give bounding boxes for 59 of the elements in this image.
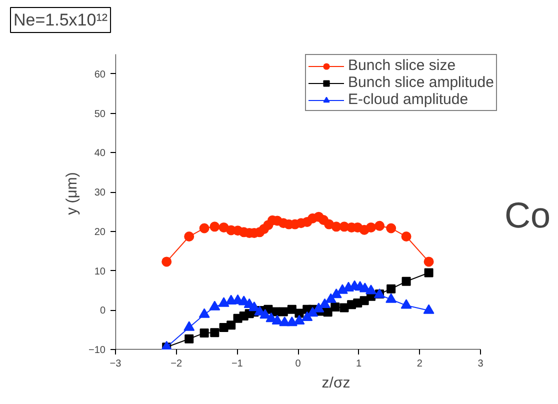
point (424, 256, 434, 267)
point (386, 223, 396, 234)
point (294, 314, 305, 325)
y-tick-label: 60 (94, 69, 106, 80)
point (272, 314, 283, 325)
point (374, 220, 385, 231)
y-axis-title: y (μm) (64, 172, 81, 215)
legend-label: E-cloud amplitude (348, 91, 468, 108)
point (366, 284, 376, 294)
y-tick-label: 40 (94, 148, 106, 160)
point (386, 284, 396, 294)
point (366, 222, 376, 232)
x-tick-label: 1 (356, 358, 362, 370)
point (330, 302, 340, 312)
point (319, 298, 330, 308)
x-tick-label: −1 (231, 358, 244, 370)
point (401, 232, 412, 242)
point (402, 276, 411, 286)
point (260, 308, 271, 319)
x-tick-label: 3 (478, 358, 484, 370)
text: Co (504, 194, 551, 236)
x-tick-label: 0 (295, 358, 302, 370)
y-tick-label: −10 (88, 345, 106, 356)
point (210, 222, 220, 232)
x-tick-label: 2 (416, 358, 423, 370)
point (199, 223, 210, 234)
x-tick-label: −2 (170, 358, 182, 370)
x-axis-title: z/σz (322, 374, 350, 392)
x-tick-label: −3 (110, 358, 122, 370)
y-tick-label: 50 (94, 108, 106, 120)
point (218, 297, 230, 307)
point (423, 304, 434, 314)
y-tick-label: 10 (94, 266, 106, 278)
point (386, 293, 397, 303)
point (286, 316, 298, 326)
point (184, 334, 194, 344)
legend-label: Bunch slice amplitude (348, 74, 494, 91)
legend-label: Bunch slice size (348, 57, 456, 74)
point (184, 321, 195, 331)
y-tick-label: 0 (100, 306, 106, 317)
point (330, 288, 342, 298)
point (340, 303, 349, 312)
chart-title: Ne=1.5x10¹² (14, 10, 108, 30)
point (226, 320, 236, 330)
point (200, 328, 209, 338)
point (313, 302, 324, 312)
point (325, 293, 336, 303)
y-tick-label: 30 (94, 188, 106, 199)
y-tick-label: 20 (94, 226, 106, 238)
point (198, 308, 210, 318)
point (210, 328, 220, 338)
point (400, 299, 412, 309)
point (162, 256, 172, 267)
point (424, 268, 434, 278)
point (278, 307, 288, 316)
point (209, 300, 220, 310)
point (184, 232, 194, 242)
point (302, 311, 313, 321)
point (307, 307, 318, 317)
